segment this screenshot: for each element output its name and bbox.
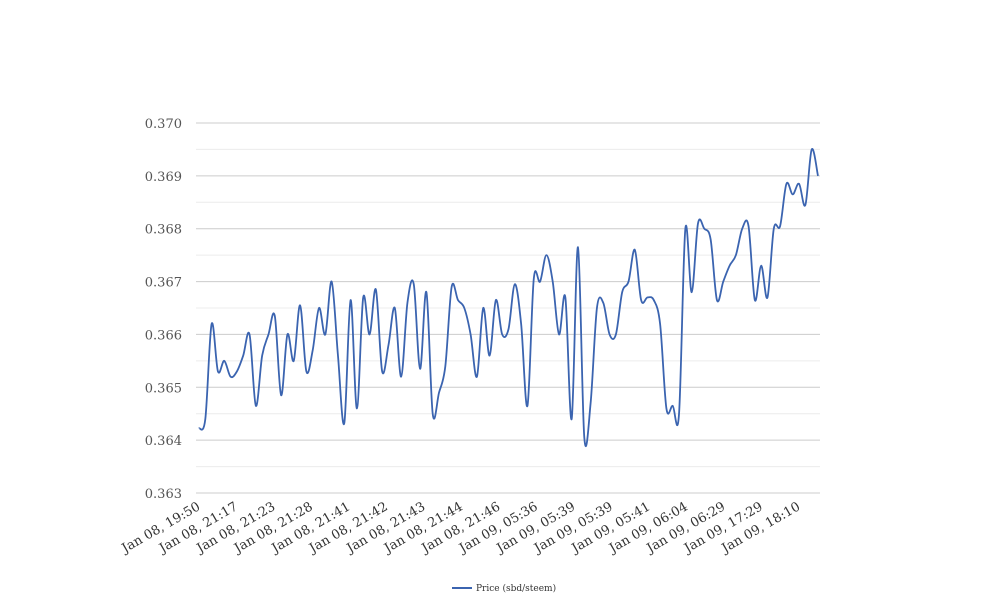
price-series-line (198, 148, 819, 447)
major-gridlines (196, 122, 820, 494)
y-axis-tick-labels: 0.363 0.364 0.365 0.366 0.367 0.368 0.369 0.370 (145, 117, 182, 502)
minor-gridlines (196, 148, 820, 468)
y-tick-label: 0.368 (145, 223, 182, 238)
y-tick-label: 0.363 (145, 487, 182, 502)
legend: Price (sbd/steem) (452, 583, 556, 594)
y-tick-label: 0.366 (145, 328, 182, 343)
y-tick-label: 0.365 (145, 381, 182, 396)
y-tick-label: 0.369 (145, 170, 182, 185)
y-tick-label: 0.367 (145, 276, 182, 291)
legend-label-price: Price (sbd/steem) (476, 583, 556, 594)
y-tick-label: 0.364 (145, 434, 182, 449)
y-tick-label: 0.370 (145, 117, 182, 132)
